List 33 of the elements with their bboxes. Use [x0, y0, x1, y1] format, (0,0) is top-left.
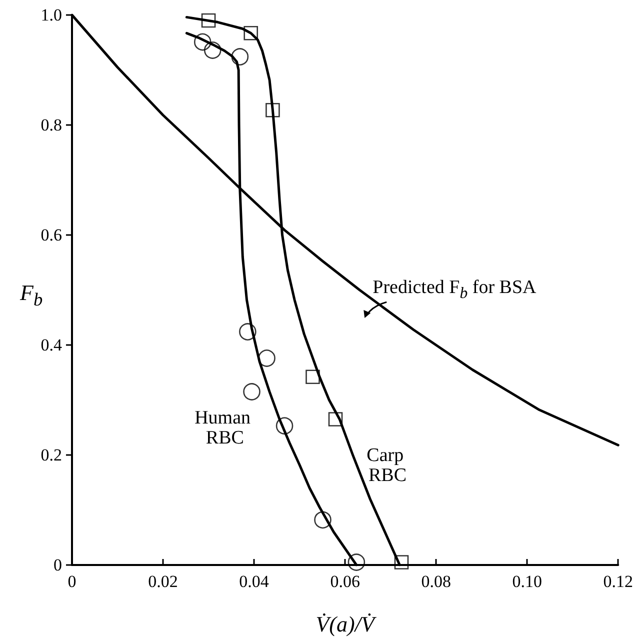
y-tick-label: 0.4: [40, 336, 62, 354]
point: [231, 48, 249, 66]
point: [258, 350, 276, 367]
series-label: Carp RBC: [366, 444, 408, 486]
y-tick-label: 0.6: [40, 226, 62, 244]
x-tick-label: 0.04: [239, 572, 270, 591]
point: [244, 26, 258, 40]
x-tick-label: 0.10: [512, 572, 542, 591]
point: [239, 323, 256, 340]
y-tick-label: 0.2: [40, 446, 62, 464]
y-tick-label: 0: [54, 556, 62, 574]
point: [204, 42, 222, 59]
x-axis-title: V̇(a)/V̇: [316, 612, 377, 636]
point: [243, 383, 260, 400]
point: [276, 417, 294, 434]
point: [266, 103, 280, 118]
point: [394, 555, 409, 570]
y-axis-title: F$_{b}$: [20, 280, 43, 310]
x-tick-label: 0: [68, 572, 76, 591]
y-tick-label: 1.0: [40, 6, 62, 24]
x-tick-label: 0.12: [603, 572, 633, 591]
point: [194, 33, 212, 51]
point: [348, 554, 366, 571]
point: [328, 412, 343, 426]
point: [314, 511, 332, 529]
x-tick-label: 0.02: [148, 572, 178, 591]
point: [201, 13, 216, 28]
x-tick-label: 0.08: [421, 572, 451, 591]
point: [306, 370, 320, 384]
series-label: Human RBC: [194, 407, 251, 448]
annotation: Predicted F$_{b}$ for BSA: [372, 277, 536, 302]
y-tick-label: 0.8: [40, 116, 62, 134]
x-tick-label: 0.06: [330, 572, 360, 591]
